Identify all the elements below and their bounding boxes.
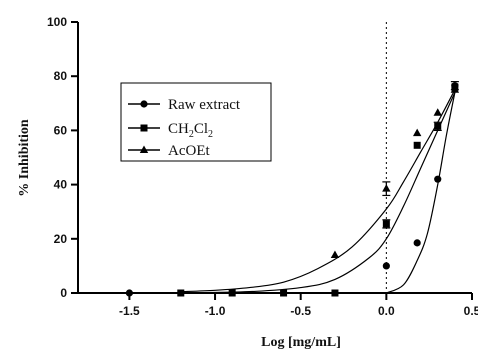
legend-item-acoet: AcOEt <box>128 143 210 159</box>
legend-ch2cl2-part-1: CH <box>168 121 189 137</box>
x-tick-label: 0.0 <box>378 304 395 318</box>
x-axis-ticks: -1.5 -1.0 -0.5 0.0 0.5 <box>119 293 478 318</box>
fit-curve-triangle <box>180 89 456 293</box>
y-tick-label: 80 <box>54 69 68 83</box>
y-tick-label: 60 <box>54 123 68 137</box>
y-tick-label: 40 <box>54 178 68 192</box>
data-point-circle <box>434 175 442 183</box>
legend-item-raw-extract: Raw extract <box>128 97 241 113</box>
data-point-square <box>434 122 442 130</box>
fit-curve-square <box>180 92 456 294</box>
y-tick-label: 0 <box>60 286 67 300</box>
circle-marker-icon <box>140 100 148 108</box>
x-tick-label: -0.5 <box>290 304 311 318</box>
legend: Raw extract CH2Cl2 AcOEt <box>120 82 272 162</box>
legend-ch2cl2-subscript-2: 2 <box>208 129 213 140</box>
legend-box <box>120 82 272 162</box>
legend-ch2cl2-subscript-1: 2 <box>189 129 194 140</box>
fit-curve-circle <box>386 92 456 294</box>
data-point-square <box>382 220 390 228</box>
fitted-curves <box>180 89 456 294</box>
legend-ch2cl2-part-2: Cl <box>194 121 208 137</box>
x-axis-title: Log [mg/mL] <box>261 335 341 350</box>
legend-label-acoet: AcOEt <box>168 143 210 159</box>
x-tick-label: 0.5 <box>464 304 478 318</box>
legend-item-ch2cl2: CH2Cl2 <box>128 121 213 140</box>
y-axis-title: % Inhibition <box>17 119 32 197</box>
data-point-square <box>413 141 421 149</box>
data-point-triangle <box>412 128 422 137</box>
data-point-triangle <box>382 184 391 192</box>
legend-label-raw-extract: Raw extract <box>168 97 241 113</box>
x-tick-label: -1.5 <box>119 304 140 318</box>
legend-label-ch2cl2: CH2Cl2 <box>168 121 213 140</box>
triangle-marker-icon <box>139 145 149 153</box>
y-tick-label: 20 <box>54 232 68 246</box>
data-point-triangle <box>330 250 340 259</box>
data-point-circle <box>413 239 421 247</box>
square-marker-icon <box>140 124 148 132</box>
y-tick-label: 100 <box>47 15 67 29</box>
data-point-triangle <box>433 108 442 116</box>
data-point-triangle <box>450 85 460 93</box>
x-tick-label: -1.0 <box>205 304 226 318</box>
y-axis-ticks: 0 20 40 60 80 100 <box>47 15 78 300</box>
data-point-circle <box>382 262 390 270</box>
